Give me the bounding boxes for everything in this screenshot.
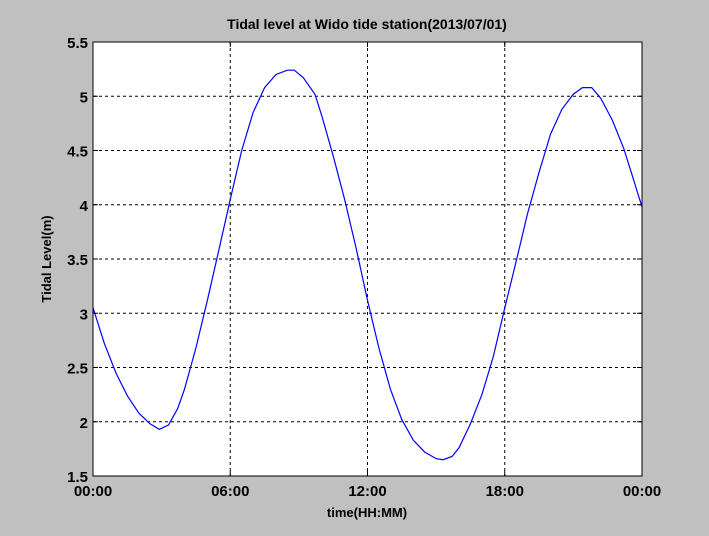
y-tick-labels: 1.5 2 2.5 3 3.5 4 4.5 5 5.5 bbox=[67, 35, 89, 486]
y-tick-label: 2 bbox=[80, 415, 88, 432]
x-tick-label: 00:00 bbox=[74, 483, 112, 500]
x-tick-label: 00:00 bbox=[623, 483, 661, 500]
y-tick-label: 2.5 bbox=[67, 361, 88, 378]
y-tick-label: 3 bbox=[80, 306, 88, 323]
y-tick-label: 1.5 bbox=[67, 469, 88, 486]
x-tick-labels: 00:00 06:00 12:00 18:00 00:00 bbox=[74, 483, 661, 500]
x-tick-label: 18:00 bbox=[486, 483, 524, 500]
y-tick-label: 3.5 bbox=[67, 252, 88, 269]
plot-border bbox=[92, 41, 643, 477]
y-tick-label: 5.5 bbox=[67, 35, 88, 52]
x-axis-label: time(HH:MM) bbox=[327, 505, 407, 520]
y-tick-label: 4.5 bbox=[67, 144, 88, 161]
chart-title: Tidal level at Wido tide station(2013/07… bbox=[227, 16, 507, 32]
y-axis-label: Tidal Level(m) bbox=[39, 215, 54, 302]
y-tick-label: 4 bbox=[80, 198, 89, 215]
y-tick-label: 5 bbox=[80, 89, 88, 106]
x-tick-label: 06:00 bbox=[211, 483, 249, 500]
grid bbox=[93, 42, 642, 476]
tidal-level-line bbox=[92, 69, 643, 461]
x-tick-label: 12:00 bbox=[348, 483, 386, 500]
